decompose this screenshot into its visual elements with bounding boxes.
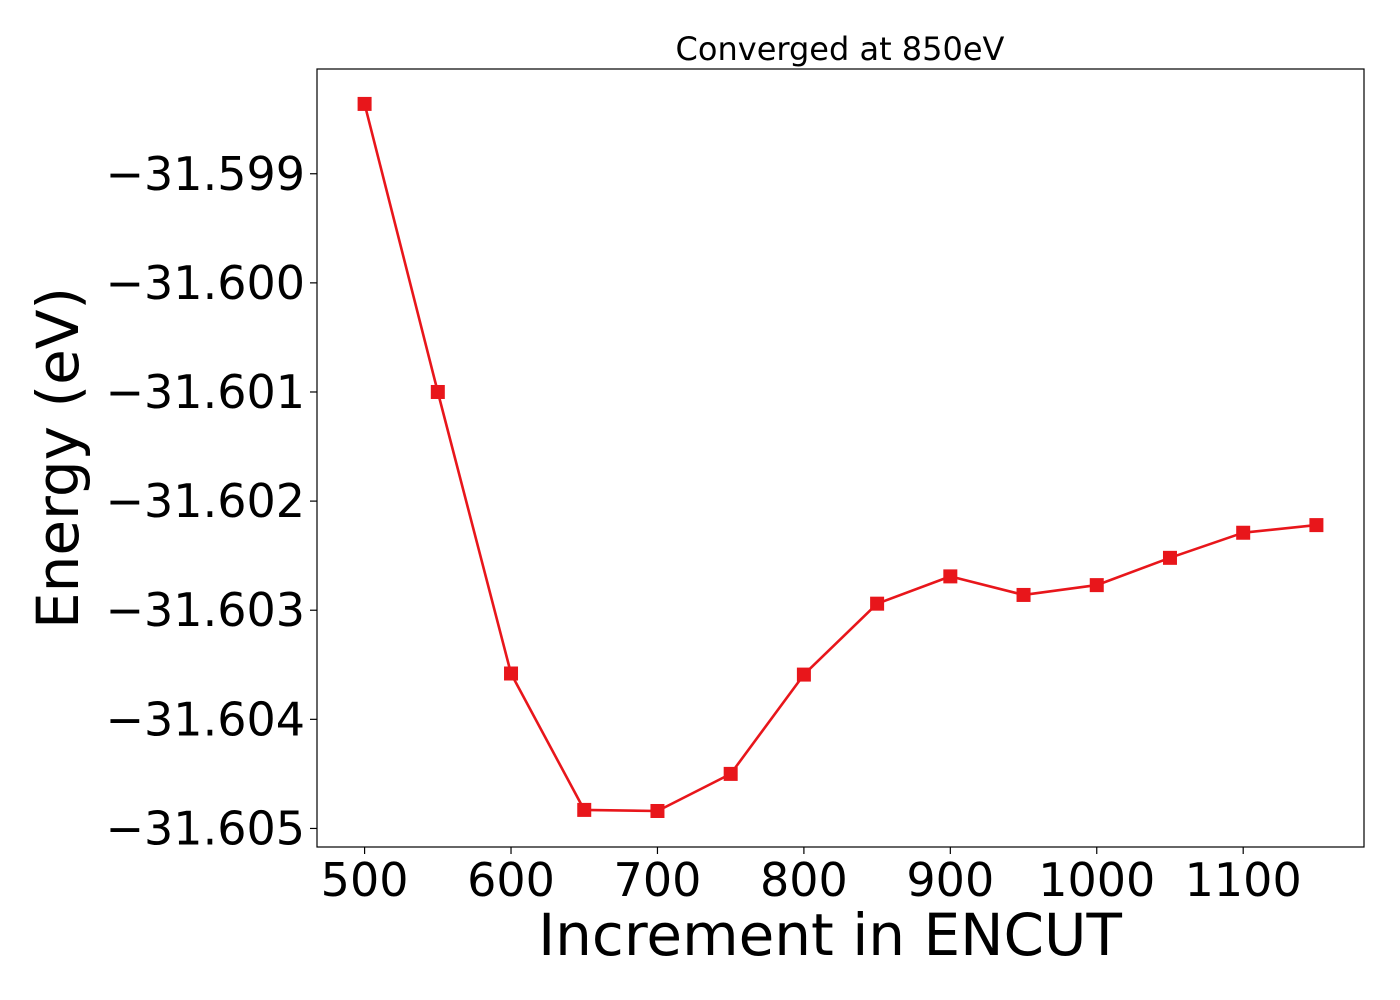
y-tick-label: −31.599 bbox=[106, 147, 306, 201]
x-tick-label: 1100 bbox=[1185, 853, 1302, 907]
data-point-marker bbox=[870, 596, 885, 611]
data-point-marker bbox=[504, 666, 519, 681]
data-point-marker bbox=[1236, 525, 1251, 540]
x-tick-label: 900 bbox=[906, 853, 994, 907]
data-point-marker bbox=[1309, 518, 1324, 533]
x-tick-label: 700 bbox=[614, 853, 702, 907]
data-point-marker bbox=[1089, 578, 1104, 593]
plot-frame bbox=[316, 68, 1365, 848]
x-tick-label: 600 bbox=[467, 853, 555, 907]
data-point-marker bbox=[650, 803, 665, 818]
data-point-marker bbox=[796, 667, 811, 682]
x-tick-label: 500 bbox=[321, 853, 409, 907]
x-tick-label: 800 bbox=[760, 853, 848, 907]
chart-title: Converged at 850eV bbox=[676, 30, 1005, 68]
data-point-marker bbox=[1016, 587, 1031, 602]
data-point-marker bbox=[943, 569, 958, 584]
y-tick-label: −31.600 bbox=[106, 256, 306, 310]
data-point-marker bbox=[430, 384, 445, 399]
data-point-marker bbox=[1162, 550, 1177, 565]
axes: 500 600 700 800 900 1000 1100 −31.599 −31.600 −31… bbox=[106, 68, 1365, 907]
y-axis-label: Energy (eV) bbox=[24, 287, 92, 629]
y-tick-label: −31.605 bbox=[106, 801, 306, 855]
y-tick-label: −31.604 bbox=[106, 692, 306, 746]
x-tick-label: 1000 bbox=[1038, 853, 1155, 907]
series-line bbox=[363, 103, 1317, 813]
data-point-marker bbox=[723, 766, 738, 781]
y-tick-label: −31.602 bbox=[106, 474, 306, 528]
y-tick-label: −31.601 bbox=[106, 365, 306, 419]
x-axis-label: Increment in ENCUT bbox=[538, 901, 1122, 969]
data-point-marker bbox=[357, 96, 372, 111]
y-tick-label: −31.603 bbox=[106, 583, 306, 637]
plot-area bbox=[357, 96, 1324, 818]
data-point-marker bbox=[577, 802, 592, 817]
